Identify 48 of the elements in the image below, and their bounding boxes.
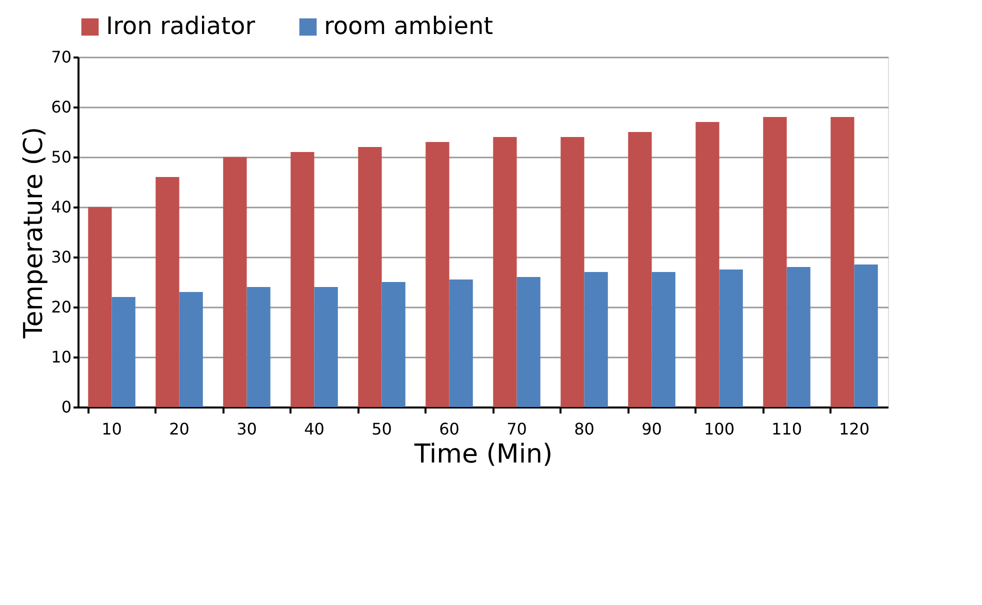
y-tick-label: 20: [51, 298, 72, 316]
x-tick-label: 30: [236, 420, 257, 438]
bar: [584, 272, 608, 407]
bar: [763, 117, 787, 407]
x-tick-label: 70: [506, 420, 527, 438]
y-tick-label: 40: [51, 198, 72, 216]
bar: [290, 152, 314, 407]
y-tick-label: 10: [51, 348, 72, 366]
bar: [830, 117, 854, 407]
y-tick-label: 60: [51, 98, 72, 116]
x-tick-label: 50: [372, 420, 392, 438]
bar: [156, 177, 180, 407]
x-tick-label: 90: [642, 420, 662, 438]
x-tick-label: 40: [304, 420, 324, 438]
x-tick-label: 60: [439, 420, 460, 438]
bar: [314, 287, 338, 407]
bar: [786, 267, 810, 407]
bar: [426, 142, 450, 407]
bar: [179, 292, 203, 407]
legend-label: Iron radiator: [106, 12, 256, 40]
bar: [560, 137, 584, 407]
bar: [88, 207, 112, 407]
x-axis-title: Time (Min): [413, 440, 553, 470]
bar: [358, 147, 382, 407]
y-tick-label: 0: [61, 398, 72, 416]
bar: [628, 132, 652, 407]
x-tick-label: 10: [102, 420, 122, 438]
bar: [696, 122, 720, 407]
x-tick-label: 110: [771, 420, 802, 438]
bar: [719, 270, 743, 407]
x-tick-label: 20: [169, 420, 190, 438]
bar: [112, 297, 136, 407]
bar: [493, 137, 517, 407]
x-tick-label: 80: [574, 420, 594, 438]
y-tick-label: 70: [51, 48, 72, 66]
bar: [652, 272, 676, 407]
x-tick-label: 100: [704, 420, 735, 438]
y-tick-label: 30: [51, 248, 72, 266]
y-tick-label: 50: [51, 148, 72, 166]
bar: [246, 287, 270, 407]
bar: [382, 282, 406, 407]
x-tick-label: 120: [838, 420, 870, 438]
bar: [449, 280, 473, 407]
bar: [854, 264, 878, 407]
bar: [223, 157, 247, 407]
bar: [516, 277, 540, 407]
legend-label: room ambient: [324, 12, 494, 40]
y-axis-title: Temperature (C): [19, 126, 50, 340]
